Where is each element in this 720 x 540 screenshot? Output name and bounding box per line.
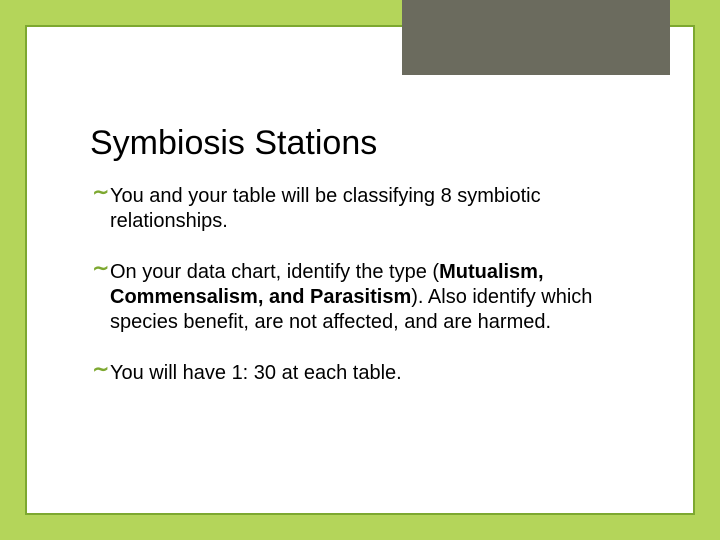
wave-bullet-icon: ≀ [88,189,113,209]
wave-bullet-icon: ≀ [88,366,113,386]
slide-title: Symbiosis Stations [90,124,377,163]
corner-accent-box [402,0,670,75]
bullet-text: You will have 1: 30 at each table. [110,361,402,386]
bullet-item: ≀On your data chart, identify the type (… [90,260,630,335]
bullet-list: ≀You and your table will be classifying … [90,184,630,412]
bullet-text: You and your table will be classifying 8… [110,184,630,234]
bullet-item: ≀You will have 1: 30 at each table. [90,361,630,386]
slide: Symbiosis Stations ≀You and your table w… [0,0,720,540]
wave-bullet-icon: ≀ [88,265,113,285]
bullet-text: On your data chart, identify the type (M… [110,260,630,335]
bullet-item: ≀You and your table will be classifying … [90,184,630,234]
